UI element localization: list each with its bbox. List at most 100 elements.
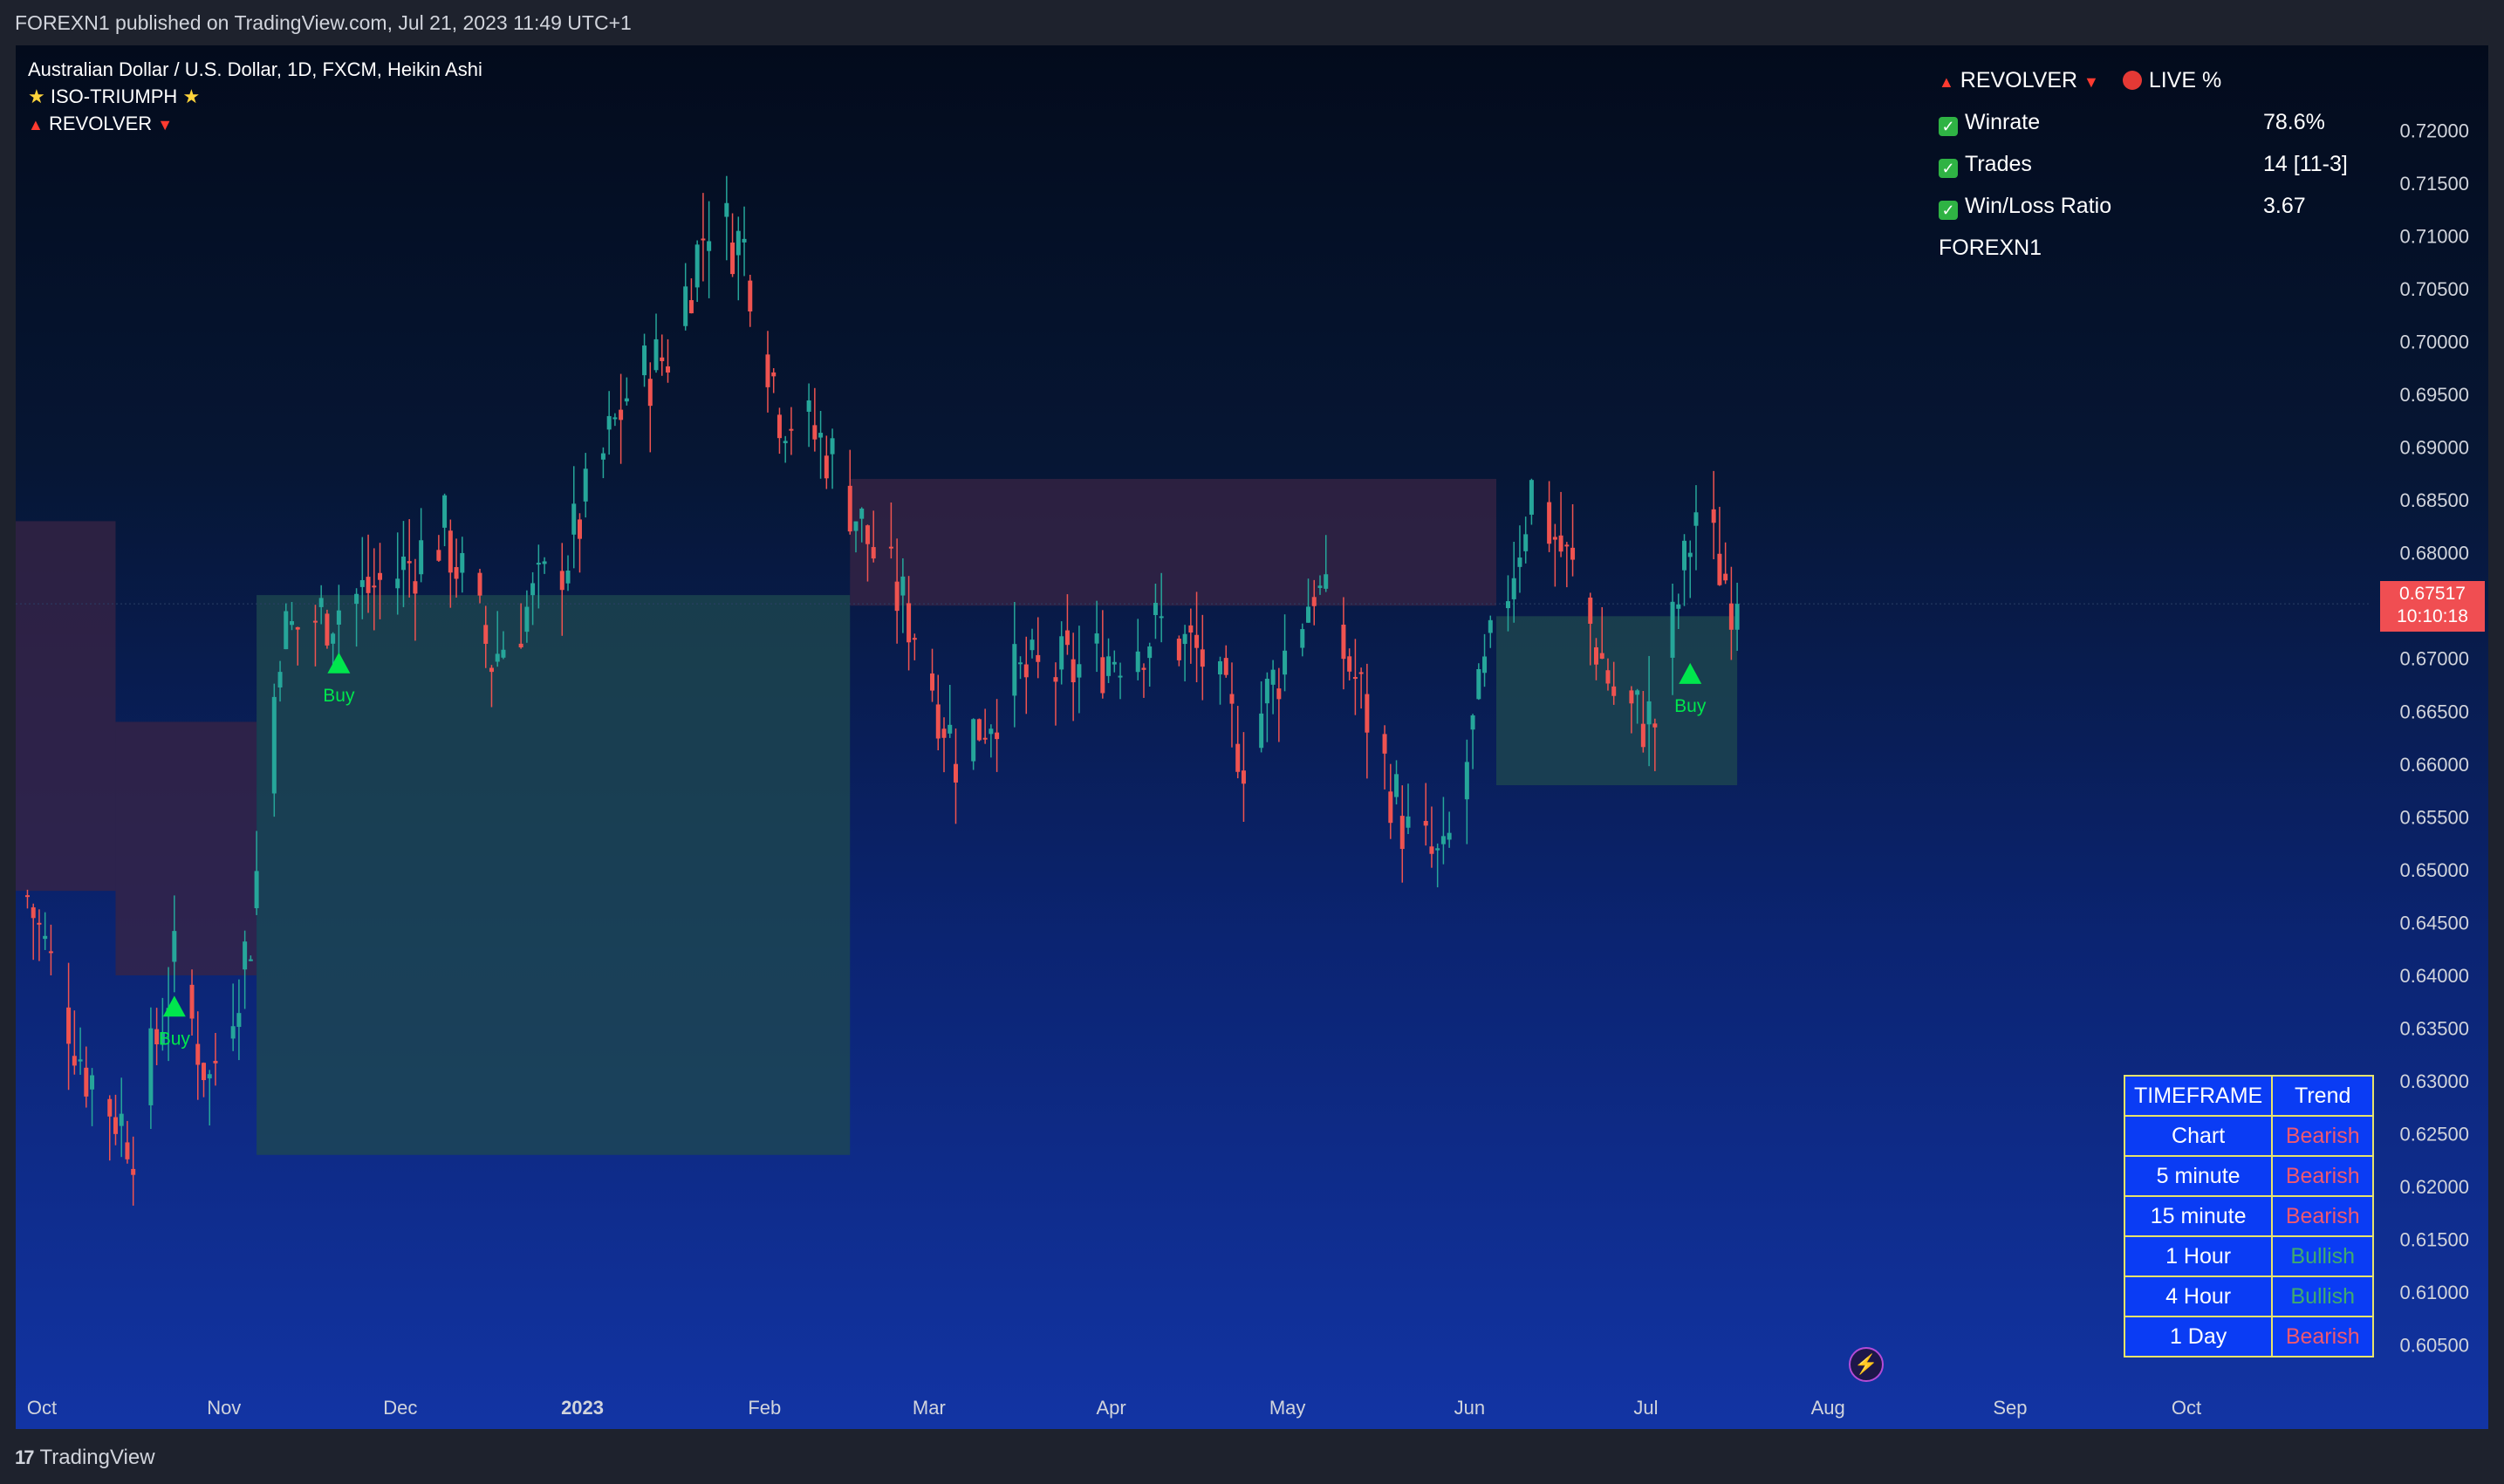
candle bbox=[1611, 661, 1617, 705]
legend-indicator-revolver[interactable]: ▲ REVOLVER ▼ bbox=[28, 110, 482, 139]
candle-body bbox=[742, 238, 747, 243]
candle bbox=[565, 555, 571, 592]
candle bbox=[536, 544, 541, 609]
candle bbox=[1629, 686, 1634, 734]
candle bbox=[1564, 542, 1570, 588]
time-axis[interactable]: Oct Nov Dec 2023 Feb Mar Apr May Jun Jul Aug Sep Oct bbox=[27, 1397, 2201, 1419]
price-tick-label: 0.60500 bbox=[2399, 1335, 2469, 1357]
candle-body bbox=[694, 244, 700, 288]
candle-body bbox=[1570, 547, 1576, 560]
candle bbox=[1670, 583, 1675, 695]
candle bbox=[489, 665, 494, 708]
candle-body bbox=[413, 581, 418, 594]
candle-body bbox=[518, 643, 523, 648]
candle-body bbox=[1464, 762, 1469, 800]
candle bbox=[1259, 681, 1264, 753]
candle-body bbox=[1470, 715, 1475, 730]
candle-body bbox=[1311, 597, 1317, 606]
candle bbox=[90, 1068, 95, 1126]
candle bbox=[1552, 523, 1557, 587]
candle bbox=[818, 410, 824, 479]
candle-body bbox=[536, 563, 541, 565]
candle bbox=[1106, 638, 1112, 683]
candle bbox=[1505, 575, 1510, 632]
candle-body bbox=[125, 1142, 130, 1159]
candle bbox=[125, 1120, 130, 1164]
candle-body bbox=[271, 696, 277, 794]
legend-indicator-iso[interactable]: ★ ISO-TRIUMPH ★ bbox=[28, 83, 482, 110]
candle bbox=[1558, 491, 1563, 557]
candle bbox=[1347, 648, 1352, 680]
candle bbox=[243, 930, 248, 1009]
price-tick-label: 0.66500 bbox=[2399, 701, 2469, 722]
time-tick-label: Jul bbox=[1633, 1397, 1658, 1419]
candle bbox=[290, 602, 295, 631]
stats-row-winloss: ✓ Win/Loss Ratio 3.67 bbox=[1939, 185, 2306, 227]
publish-text: FOREXN1 published on TradingView.com, Ju… bbox=[15, 11, 632, 34]
candle bbox=[1071, 633, 1076, 721]
table-row: 1 Hour Bullish bbox=[2123, 1235, 2375, 1277]
candle-body bbox=[701, 238, 706, 241]
candle-body bbox=[930, 673, 935, 691]
tradingview-mark-icon: 17 bbox=[15, 1446, 35, 1468]
candle-body bbox=[37, 922, 42, 925]
candle-body bbox=[1118, 675, 1123, 678]
candle-body bbox=[1635, 690, 1640, 695]
candle bbox=[571, 466, 577, 569]
candle bbox=[1311, 579, 1317, 626]
current-price-label: 0.67517 10:10:18 bbox=[2380, 581, 2485, 632]
candle bbox=[789, 407, 794, 455]
candle bbox=[207, 1070, 212, 1126]
candle bbox=[583, 453, 588, 518]
candle-body bbox=[72, 1056, 77, 1066]
candle bbox=[1717, 506, 1722, 586]
candle-body bbox=[565, 571, 571, 584]
candle-body bbox=[1030, 639, 1035, 651]
candle bbox=[1488, 615, 1493, 648]
candle-body bbox=[907, 603, 912, 643]
candle-body bbox=[1347, 656, 1352, 672]
candle bbox=[1218, 656, 1223, 705]
candle-body bbox=[1153, 602, 1158, 615]
candle bbox=[1365, 663, 1370, 779]
candle bbox=[865, 524, 870, 582]
candle bbox=[1235, 706, 1241, 779]
stats-value: 78.6% bbox=[2263, 110, 2325, 134]
candle-body bbox=[1682, 540, 1687, 571]
candle bbox=[1223, 645, 1228, 678]
candle-body bbox=[859, 508, 865, 519]
candle bbox=[248, 955, 253, 961]
candle-body bbox=[824, 455, 829, 479]
legend-symbol[interactable]: Australian Dollar / U.S. Dollar, 1D, FXC… bbox=[28, 58, 482, 80]
candle bbox=[1270, 660, 1276, 715]
candle bbox=[160, 997, 165, 1051]
price-tick-label: 0.64000 bbox=[2399, 965, 2469, 987]
candle-body bbox=[542, 561, 547, 564]
candle bbox=[66, 962, 72, 1091]
lightning-icon[interactable]: ⚡ bbox=[1849, 1347, 1884, 1382]
buy-signal-triangle bbox=[162, 995, 186, 1017]
candle bbox=[1324, 535, 1329, 592]
candle-body bbox=[483, 625, 489, 644]
candle-body bbox=[971, 719, 976, 762]
time-tick-label: 2023 bbox=[561, 1397, 604, 1419]
candle bbox=[624, 377, 629, 406]
current-price-value: 0.67517 bbox=[2399, 584, 2466, 604]
candle bbox=[1241, 732, 1246, 822]
candle bbox=[1682, 534, 1687, 606]
candle bbox=[236, 979, 242, 1061]
price-axis[interactable]: 0.72000 0.71500 0.71000 0.70500 0.70000 0.695… bbox=[2399, 120, 2469, 1356]
chart-pane[interactable]: Buy Buy Buy 0.72000 0.71500 0.71000 0.70500 0.… bbox=[16, 45, 2488, 1429]
candle-body bbox=[1264, 679, 1269, 704]
candle bbox=[830, 428, 835, 489]
candle-body bbox=[1517, 557, 1522, 567]
candle-body bbox=[290, 621, 295, 626]
tradingview-logo[interactable]: 17 TradingView bbox=[15, 1446, 155, 1470]
candle-body bbox=[1711, 509, 1716, 523]
candle-body bbox=[1352, 677, 1358, 680]
candle-body bbox=[395, 578, 400, 589]
buy-signal-label: Buy bbox=[323, 686, 355, 706]
candle-body bbox=[1276, 688, 1282, 700]
candle bbox=[1547, 481, 1552, 552]
